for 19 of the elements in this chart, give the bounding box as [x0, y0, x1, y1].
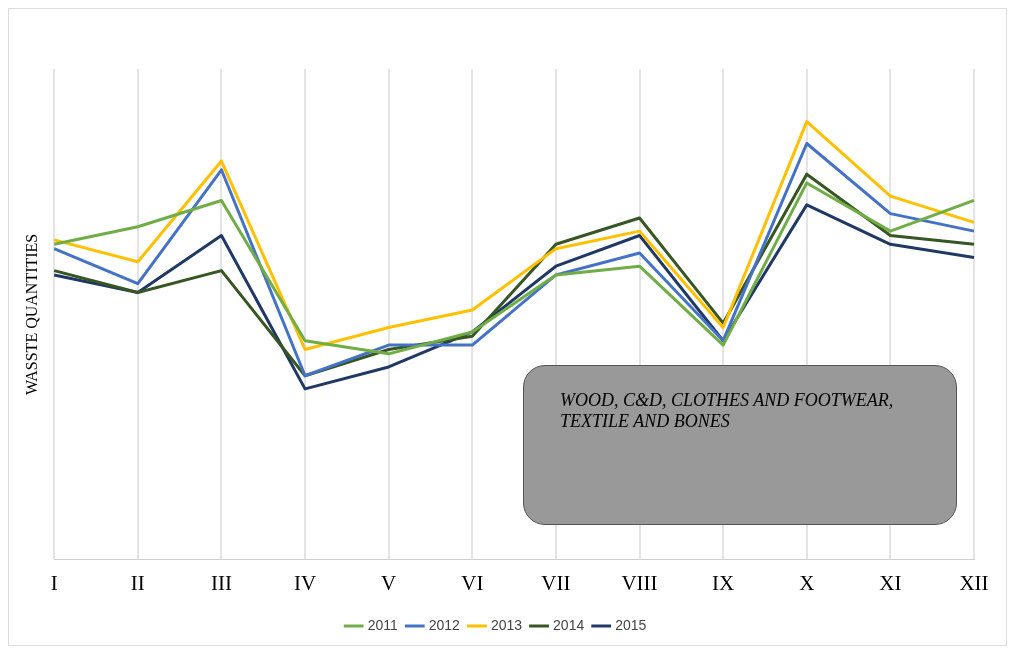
x-tick-label: VIII	[621, 570, 658, 595]
legend-label: 2015	[615, 616, 647, 633]
x-tick-label: II	[130, 570, 145, 595]
x-tick-label: IX	[712, 570, 735, 595]
x-tick-label: VI	[461, 570, 484, 595]
x-tick-label: I	[50, 570, 58, 595]
x-tick-label: IV	[293, 570, 317, 595]
legend-label: 2013	[490, 616, 523, 633]
note-box: WOOD, C&D, CLOTHES AND FOOTWEAR, TEXTILE AND BONES	[523, 365, 957, 525]
legend-label: 2011	[367, 616, 398, 633]
legend-label: 2012	[428, 616, 461, 633]
y-axis-title: WASSTE QUANTITIES	[22, 233, 40, 396]
x-tick-label: X	[799, 570, 815, 595]
x-tick-label: V	[381, 570, 397, 595]
x-tick-label: VII	[541, 570, 571, 595]
x-tick-label: III	[210, 570, 232, 595]
x-tick-label: XII	[959, 570, 989, 595]
legend-label: 2014	[553, 616, 585, 633]
x-tick-label: XI	[879, 570, 902, 595]
